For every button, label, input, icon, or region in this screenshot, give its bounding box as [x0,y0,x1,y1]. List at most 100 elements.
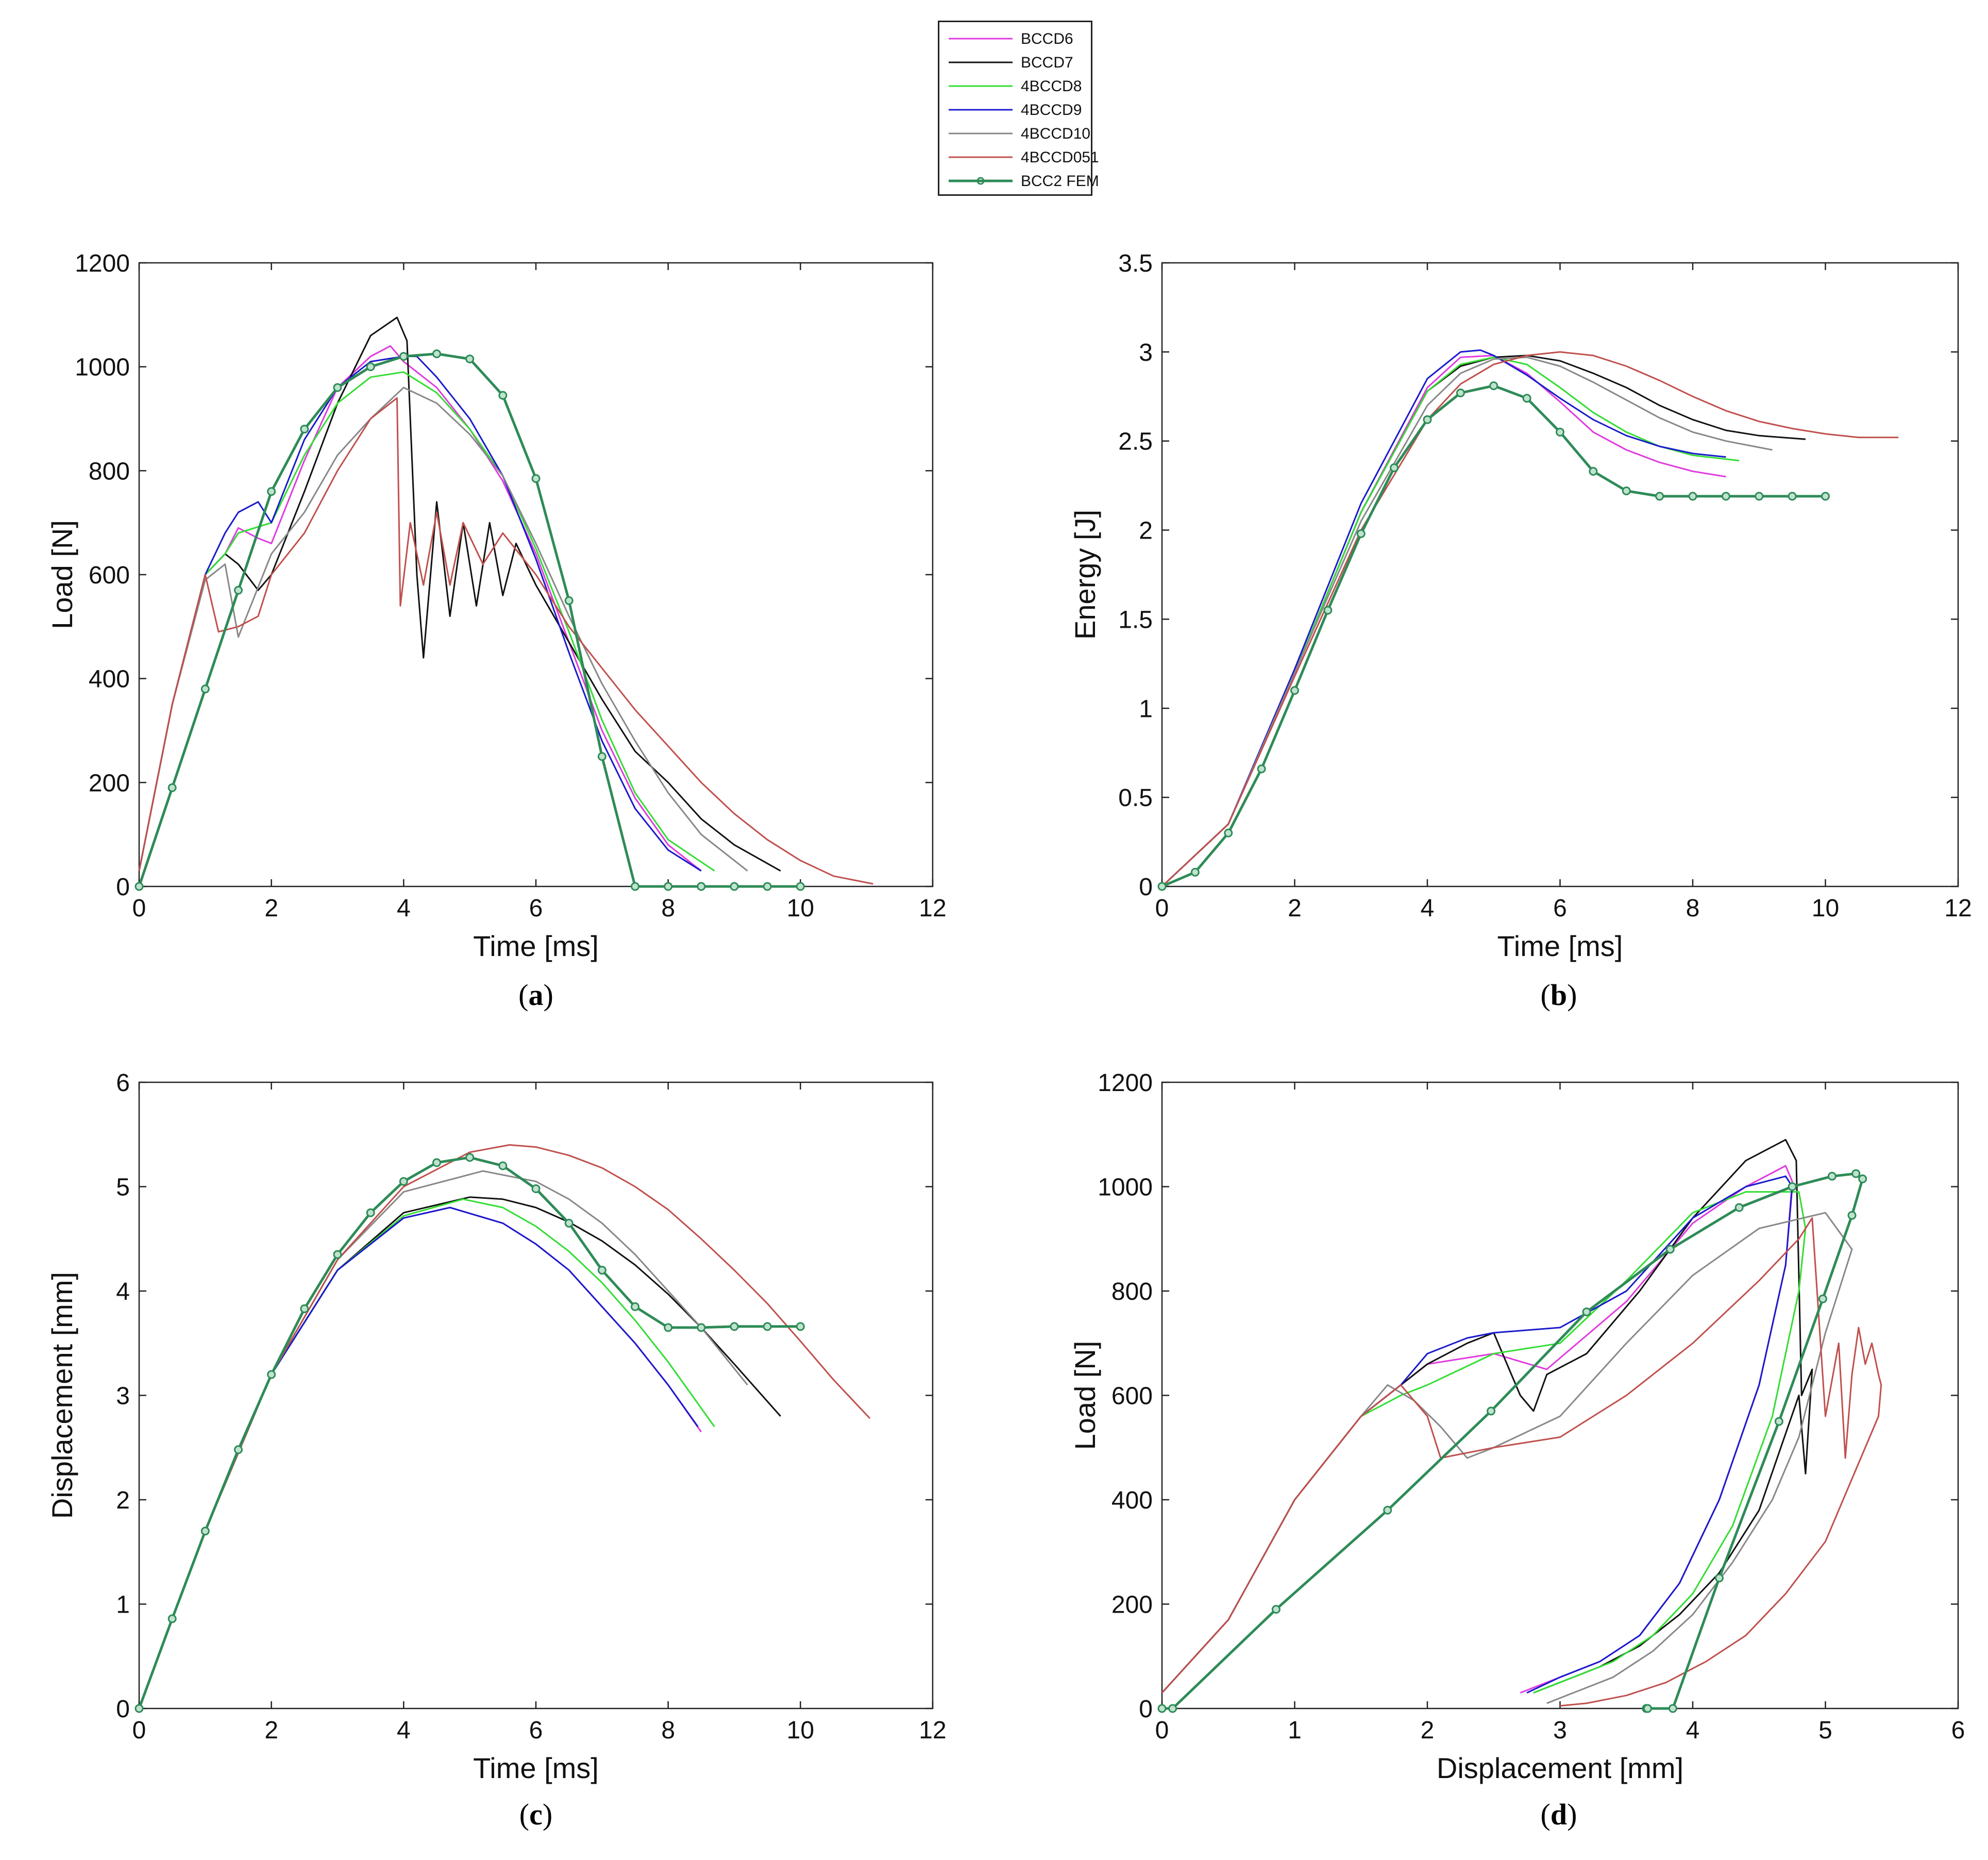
y-tick-label: 0 [116,1696,130,1723]
fem-marker [1774,1417,1783,1426]
y-tick-label: 3 [116,1383,130,1410]
fem-marker [1715,1573,1724,1583]
fem-marker [531,474,541,483]
y-tick-label: 2 [116,1487,130,1514]
fem-marker [763,1322,772,1331]
y-tick-label: 1000 [1098,1174,1153,1201]
fem-marker [1788,492,1797,501]
fem-marker [1668,1704,1677,1713]
y-tick-label: 600 [1111,1383,1153,1410]
fem-marker [1858,1174,1867,1183]
fem-marker [200,1527,210,1536]
fem-marker [730,1322,739,1331]
legend-label: 4BCCD051 [1021,149,1099,166]
x-tick-label: 4 [1686,1717,1700,1744]
fem-marker [498,1161,508,1170]
fem-marker [1168,1704,1177,1713]
fem-marker [1190,867,1200,877]
y-tick-label: 600 [89,562,130,589]
x-tick-label: 10 [787,1717,814,1744]
fem-marker [1665,1245,1675,1254]
legend-swatch [949,109,1013,111]
legend-label: 4BCCD10 [1021,125,1091,142]
subfigure-letter: d [1551,1798,1567,1831]
fem-marker [300,425,309,434]
fem-marker [1390,463,1399,473]
fem-marker [1224,828,1233,837]
y-tick-label: 1.5 [1118,606,1153,633]
legend-item: 4BCCD8 [945,76,1089,96]
x-tick-label: 3 [1553,1717,1567,1744]
fem-marker [1721,492,1730,501]
series-line-4bccd051 [138,1144,871,1709]
x-axis-label: Time [ms] [1497,930,1623,962]
legend: BCCD6 BCCD7 4BCCD8 4BCCD9 4BCCD10 4BCCD051 BCC… [938,21,1099,196]
fem-marker [531,1184,541,1194]
x-tick-label: 10 [787,895,814,922]
subfigure-letter: b [1551,978,1567,1012]
fem-marker [1271,1605,1281,1614]
fem-marker [564,1218,574,1228]
fem-marker [1290,686,1299,695]
fem-marker [631,1302,639,1311]
fem-marker [597,1266,606,1275]
x-tick-label: 12 [919,1717,946,1744]
fem-marker [1851,1169,1861,1178]
fem-marker [333,1250,342,1259]
fem-marker [697,1323,706,1332]
legend-item: BCC2 FEM [945,171,1099,191]
fem-marker [267,487,276,496]
fem-marker [399,352,408,361]
fem-marker [1157,1704,1167,1713]
fem-marker [167,1614,177,1623]
fem-marker [366,1208,375,1217]
fem-marker [1157,882,1167,891]
x-tick-label: 6 [1951,1717,1965,1744]
x-tick-label: 5 [1818,1717,1832,1744]
x-tick-label: 12 [1944,895,1972,922]
fem-marker [1456,388,1465,397]
fem-marker [597,752,606,761]
y-tick-label: 0.5 [1118,784,1153,812]
y-axis-label: Load [N] [46,520,78,629]
legend-label: BCCD6 [1021,30,1073,47]
fem-marker [465,355,475,364]
legend-label: BCC2 FEM [1021,173,1099,190]
series-line-4bccd10 [138,387,748,872]
fem-marker [432,349,441,358]
fem-marker [1582,1308,1591,1316]
subfigure-label: (c) [519,1798,552,1831]
x-tick-label: 4 [397,1717,411,1744]
fem-marker [1622,487,1631,496]
y-tick-label: 0 [1139,874,1153,901]
y-tick-label: 3 [1139,339,1153,366]
fem-marker [300,1304,309,1313]
fem-marker [1643,1704,1652,1713]
series-line-bccd7 [1161,1138,1813,1694]
fem-marker [1821,492,1830,501]
legend-swatch [949,85,1013,87]
subfigure-label: (b) [1541,978,1577,1012]
legend-item: 4BCCD10 [945,123,1091,144]
series-line-4bccd10 [1161,1212,1853,1704]
y-tick-label: 1000 [75,354,130,381]
x-tick-label: 0 [132,1717,146,1744]
legend-swatch [949,177,1013,185]
x-tick-label: 4 [397,895,411,922]
x-tick-label: 6 [529,1717,543,1744]
fem-marker [1383,1505,1392,1515]
y-tick-label: 2.5 [1118,428,1153,456]
fem-marker [1655,492,1664,501]
subfigure-letter: c [529,1798,543,1831]
fem-marker [1818,1294,1827,1303]
fem-marker [1323,606,1333,615]
series-line-4bccd8 [1161,1191,1807,1694]
y-tick-label: 0 [1139,1696,1153,1723]
y-axis-label: Energy [J] [1069,510,1101,640]
fem-marker [796,882,805,891]
y-tick-label: 200 [89,769,130,797]
fem-marker [730,882,739,891]
x-tick-label: 2 [1288,895,1302,922]
legend-swatch [949,38,1013,40]
